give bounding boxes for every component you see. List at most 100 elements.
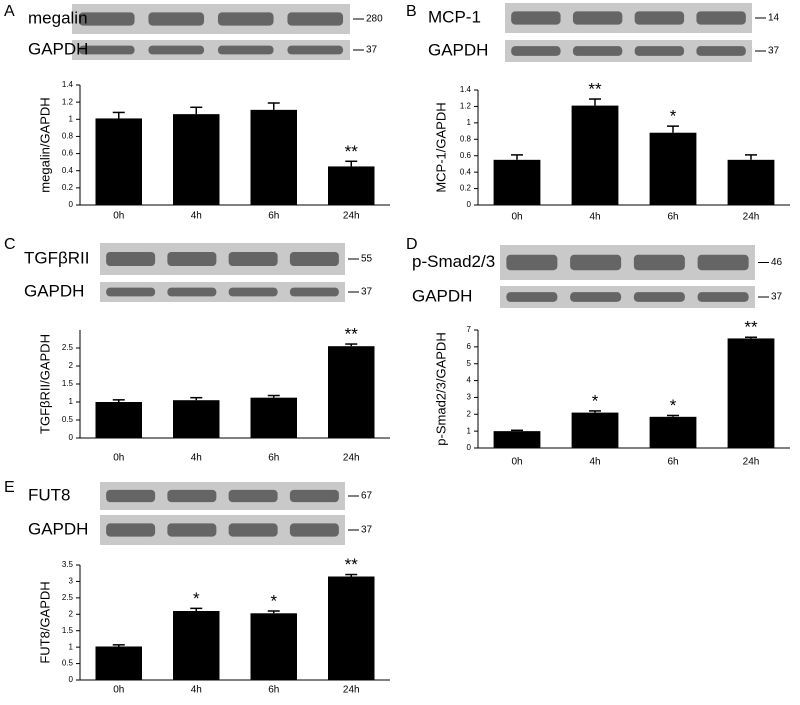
y-tick-label: 2.5 xyxy=(62,343,74,352)
y-tick-label: 6 xyxy=(467,342,472,351)
blot xyxy=(72,40,350,60)
blot-band xyxy=(570,292,622,302)
blot-band xyxy=(148,12,205,26)
blot-label: GAPDH xyxy=(28,39,88,58)
y-tick-label: 3.5 xyxy=(62,560,74,569)
blot-label: megalin xyxy=(28,8,88,27)
blot-band xyxy=(148,45,205,55)
y-tick-label: 1 xyxy=(69,114,74,123)
significance: * xyxy=(592,391,599,410)
bar xyxy=(250,397,297,438)
y-tick-label: 1 xyxy=(467,426,472,435)
blot-band xyxy=(167,287,217,297)
blot-band xyxy=(506,254,558,271)
x-tick-label: 0h xyxy=(113,453,124,464)
significance: * xyxy=(670,107,677,126)
size-label: 37 xyxy=(361,525,373,536)
y-tick-label: 0 xyxy=(467,200,472,209)
significance: ** xyxy=(345,325,359,344)
blot-label: GAPDH xyxy=(412,286,472,305)
size-label: 280 xyxy=(366,14,383,25)
y-tick-label: 0.5 xyxy=(62,659,74,668)
significance: * xyxy=(270,591,277,610)
bar xyxy=(493,431,541,448)
y-tick-label: 0.4 xyxy=(62,166,74,175)
y-tick-label: 1.5 xyxy=(62,626,74,635)
y-tick-label: 2 xyxy=(467,409,472,418)
size-label: 14 xyxy=(768,13,780,24)
blot-band xyxy=(696,46,746,56)
x-tick-label: 4h xyxy=(589,457,600,468)
blot-band xyxy=(570,254,622,271)
panel-letter: C xyxy=(4,236,16,253)
y-axis-label: megalin/GAPDH xyxy=(37,97,52,192)
significance: ** xyxy=(345,142,359,161)
x-tick-label: 4h xyxy=(191,685,202,696)
y-tick-label: 4 xyxy=(467,376,472,385)
y-tick-label: 2.5 xyxy=(62,593,74,602)
blot-band xyxy=(228,287,278,297)
bar xyxy=(649,416,697,448)
blot-band xyxy=(572,11,623,25)
y-tick-label: 0.5 xyxy=(62,415,74,424)
blot-band xyxy=(633,292,685,302)
bar xyxy=(95,118,142,205)
x-tick-label: 6h xyxy=(268,685,279,696)
y-tick-label: 3 xyxy=(467,393,472,402)
significance: * xyxy=(193,589,200,608)
bar xyxy=(571,412,619,448)
y-tick-label: 5 xyxy=(467,359,472,368)
x-tick-label: 24h xyxy=(343,453,360,464)
x-tick-label: 24h xyxy=(743,457,760,468)
bar xyxy=(250,109,297,205)
blot-band xyxy=(289,489,339,503)
blot-band xyxy=(506,292,558,302)
x-tick-label: 6h xyxy=(667,457,678,468)
blot-label: GAPDH xyxy=(28,519,88,538)
y-tick-label: 0.6 xyxy=(460,151,472,160)
x-tick-label: 4h xyxy=(589,212,600,223)
blot-label: MCP-1 xyxy=(428,7,481,26)
significance: ** xyxy=(744,318,758,337)
blot-label: p-Smad2/3 xyxy=(412,252,495,271)
bar xyxy=(328,166,375,205)
blot-label: FUT8 xyxy=(28,485,71,504)
blot-band xyxy=(633,254,685,271)
y-tick-label: 1.2 xyxy=(460,102,472,111)
x-tick-label: 0h xyxy=(511,457,522,468)
bar xyxy=(571,105,619,205)
blot-band xyxy=(217,12,274,26)
bar xyxy=(328,346,375,438)
size-label: 37 xyxy=(768,46,780,57)
x-tick-label: 4h xyxy=(191,453,202,464)
bar xyxy=(727,159,775,205)
significance: ** xyxy=(588,80,602,99)
size-label: 55 xyxy=(361,254,373,265)
blot-band xyxy=(634,46,685,56)
bar xyxy=(173,114,220,205)
size-label: 37 xyxy=(771,292,783,303)
bar xyxy=(649,132,697,205)
y-tick-label: 1 xyxy=(69,642,74,651)
blot-band xyxy=(228,251,278,267)
x-tick-label: 6h xyxy=(667,212,678,223)
size-label: 37 xyxy=(361,287,373,298)
blot xyxy=(500,286,755,308)
y-tick-label: 0.6 xyxy=(62,149,74,158)
blot-label: GAPDH xyxy=(24,281,84,300)
bar xyxy=(95,646,142,680)
blot-band xyxy=(697,292,749,302)
blot-band xyxy=(228,523,278,537)
y-tick-label: 1.5 xyxy=(62,379,74,388)
x-tick-label: 24h xyxy=(743,212,760,223)
blot-band xyxy=(167,251,217,267)
y-tick-label: 0.4 xyxy=(460,167,472,176)
x-tick-label: 0h xyxy=(113,211,124,222)
y-tick-label: 1 xyxy=(69,397,74,406)
y-tick-label: 0.2 xyxy=(62,183,74,192)
x-tick-label: 24h xyxy=(343,685,360,696)
y-axis-label: TGFβRII/GAPDH xyxy=(37,334,52,434)
x-tick-label: 0h xyxy=(113,685,124,696)
blot-band xyxy=(287,12,344,26)
blot-band xyxy=(106,287,156,297)
